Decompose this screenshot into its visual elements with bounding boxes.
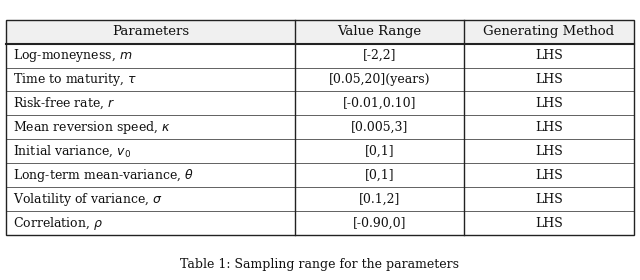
Bar: [6, 20, 634, 235]
Text: [-2,2]: [-2,2]: [363, 49, 396, 62]
Text: [0,1]: [0,1]: [365, 145, 394, 158]
Text: LHS: LHS: [535, 73, 563, 86]
Text: Parameters: Parameters: [112, 25, 189, 38]
Text: Generating Method: Generating Method: [483, 25, 614, 38]
Bar: [6, 20, 634, 44]
Text: LHS: LHS: [535, 121, 563, 134]
Text: LHS: LHS: [535, 49, 563, 62]
Text: [-0.90,0]: [-0.90,0]: [353, 217, 406, 230]
Text: Long-term mean-variance, $\theta$: Long-term mean-variance, $\theta$: [13, 167, 194, 184]
Text: [0.1,2]: [0.1,2]: [359, 193, 400, 206]
Text: Time to maturity, $\tau$: Time to maturity, $\tau$: [13, 71, 137, 88]
Text: Initial variance, $v_0$: Initial variance, $v_0$: [13, 144, 131, 159]
Text: [0.005,3]: [0.005,3]: [351, 121, 408, 134]
Text: Value Range: Value Range: [337, 25, 422, 38]
Text: LHS: LHS: [535, 193, 563, 206]
Text: LHS: LHS: [535, 145, 563, 158]
Text: LHS: LHS: [535, 217, 563, 230]
Text: LHS: LHS: [535, 97, 563, 110]
Text: Risk-free rate, $r$: Risk-free rate, $r$: [13, 96, 115, 111]
Text: Volatility of variance, $\sigma$: Volatility of variance, $\sigma$: [13, 191, 163, 208]
Text: [0,1]: [0,1]: [365, 169, 394, 182]
Text: Mean reversion speed, $\kappa$: Mean reversion speed, $\kappa$: [13, 119, 171, 136]
Text: Table 1: Sampling range for the parameters: Table 1: Sampling range for the paramete…: [180, 258, 460, 271]
Text: Log-moneyness, $m$: Log-moneyness, $m$: [13, 47, 132, 64]
Text: [-0.01,0.10]: [-0.01,0.10]: [343, 97, 417, 110]
Text: LHS: LHS: [535, 169, 563, 182]
Text: [0.05,20](years): [0.05,20](years): [329, 73, 430, 86]
Text: Correlation, $\rho$: Correlation, $\rho$: [13, 215, 103, 232]
